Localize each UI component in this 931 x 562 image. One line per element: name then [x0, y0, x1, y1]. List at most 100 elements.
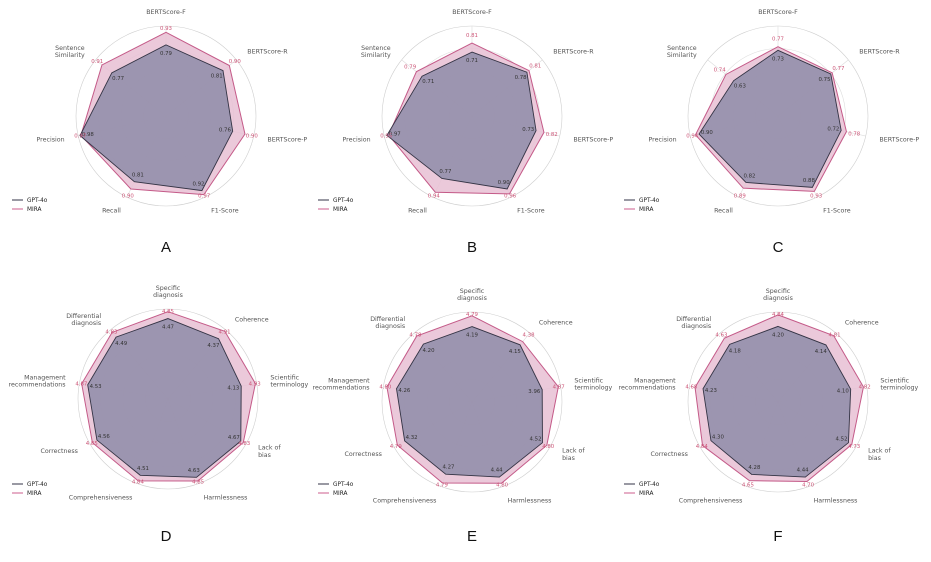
gpt4o-value-label: 0.82 [743, 173, 755, 179]
mira-value-label: 4.79 [436, 483, 449, 489]
mira-value-label: 0.89 [734, 193, 747, 199]
axis-label-correctness: Correctness [345, 451, 382, 458]
mira-value-label: 0.94 [686, 134, 699, 140]
gpt4o-value-label: 4.10 [837, 389, 850, 395]
gpt4o-value-label: 4.63 [188, 468, 200, 474]
gpt4o-value-label: 4.23 [705, 388, 717, 394]
axis-label-harmlessness: Harmlessness [204, 495, 248, 502]
gpt4o-value-label: 4.44 [491, 468, 504, 474]
axis-label-bertscore-r: BERTScore-R [553, 48, 594, 55]
radar-panel-a: BERTScore-F BERTScore-R BERTScore-P F1-Scor… [12, 9, 307, 256]
gpt4o-value-label: 4.56 [98, 434, 111, 440]
legend: GPT-4o MIRA [12, 198, 48, 213]
gpt4o-value-label: 4.47 [162, 325, 174, 331]
axis-label-harmlessness: Harmlessness [814, 498, 858, 505]
gpt4o-value-label: 4.13 [227, 385, 239, 391]
gpt4o-value-label: 4.49 [115, 341, 128, 347]
gpt4o-value-label: 0.76 [219, 127, 232, 133]
axis-label-recall: Recall [714, 208, 733, 215]
axis-label-management-recommendations: Management recommendations [9, 375, 67, 389]
legend: GPT-4o MIRA [318, 198, 354, 213]
axis-label-bertscore-p: BERTScore-P [573, 136, 613, 143]
gpt4o-value-label: 0.77 [439, 169, 451, 175]
panel-letter: B [467, 239, 477, 256]
axis-label-lack-of-bias: Lack of bias [258, 445, 281, 459]
axis-label-bertscore-p: BERTScore-P [879, 136, 919, 143]
mira-value-label: 0.97 [198, 193, 210, 199]
mira-value-label: 4.80 [379, 385, 392, 391]
mira-value-label: 0.81 [466, 33, 478, 39]
axis-label-comprehensiveness: Comprehensiveness [69, 495, 133, 502]
mira-value-label: 0.90 [229, 59, 242, 65]
radar-panel-e: Specific diagnosis Coherence Scientific term… [313, 288, 613, 545]
gpt4o-value-label: 4.27 [442, 465, 454, 471]
mira-value-label: 4.68 [685, 385, 698, 391]
mira-value-label: 4.93 [249, 382, 261, 388]
panel-letter: E [467, 528, 477, 545]
legend-label-mira: MIRA [333, 491, 348, 497]
axis-label-correctness: Correctness [651, 451, 688, 458]
mira-value-label: 0.90 [122, 193, 135, 199]
axis-label-recall: Recall [102, 208, 121, 215]
axis-label-bertscore-p: BERTScore-P [267, 136, 307, 143]
mira-value-label: 0.95 [380, 134, 392, 140]
axis-label-recall: Recall [408, 208, 427, 215]
mira-value-label: 0.77 [832, 66, 844, 72]
axis-label-harmlessness: Harmlessness [508, 498, 552, 505]
gpt4o-value-label: 0.78 [515, 75, 528, 81]
mira-value-label: 4.80 [496, 483, 509, 489]
mira-value-label: 0.79 [404, 65, 417, 71]
axis-label-management-recommendations: Management recommendations [313, 378, 371, 392]
gpt4o-value-label: 4.32 [406, 435, 418, 441]
axis-label-management-recommendations: Management recommendations [619, 378, 677, 392]
legend: GPT-4o MIRA [624, 482, 660, 497]
gpt4o-value-label: 4.14 [815, 349, 828, 355]
gpt4o-value-label: 4.51 [137, 466, 149, 472]
mira-value-label: 0.90 [246, 134, 259, 140]
gpt4o-value-label: 4.52 [530, 437, 542, 443]
gpt4o-value-label: 4.15 [509, 349, 521, 355]
axis-label-specific-diagnosis: Specific diagnosis [763, 288, 793, 302]
gpt4o-value-label: 4.52 [836, 437, 848, 443]
gpt4o-value-label: 0.81 [211, 74, 223, 80]
mira-value-label: 4.83 [105, 330, 117, 336]
series-gpt4o-area [87, 318, 242, 478]
mira-value-label: 4.79 [390, 444, 403, 450]
panel-letter: A [161, 239, 171, 256]
legend-label-gpt-4o: GPT-4o [333, 482, 354, 488]
gpt4o-value-label: 0.77 [112, 76, 124, 82]
axis-label-lack-of-bias: Lack of bias [868, 448, 891, 462]
gpt4o-value-label: 4.19 [466, 333, 479, 339]
axis-label-scientific-terminology: Scientific terminology [880, 378, 918, 392]
series-gpt4o-area [698, 49, 842, 188]
axis-label-f1-score: F1-Score [517, 208, 545, 215]
legend-label-mira: MIRA [639, 207, 654, 213]
legend: GPT-4o MIRA [318, 482, 354, 497]
axis-label-comprehensiveness: Comprehensiveness [679, 498, 743, 505]
gpt4o-value-label: 0.90 [701, 130, 714, 136]
axis-label-differential-diagnosis: Differential diagnosis [370, 316, 405, 330]
mira-value-label: 0.96 [504, 193, 517, 199]
axis-label-coherence: Coherence [539, 320, 573, 327]
gpt4o-value-label: 4.30 [712, 435, 725, 441]
gpt4o-value-label: 0.73 [772, 56, 784, 62]
axis-label-bertscore-f: BERTScore-F [758, 9, 798, 16]
legend: GPT-4o MIRA [12, 482, 48, 497]
mira-value-label: 4.85 [162, 309, 174, 315]
mira-value-label: 4.80 [542, 444, 555, 450]
axis-label-coherence: Coherence [235, 317, 269, 324]
axis-label-lack-of-bias: Lack of bias [562, 448, 585, 462]
axis-label-comprehensiveness: Comprehensiveness [373, 498, 437, 505]
mira-value-label: 4.82 [859, 385, 871, 391]
gpt4o-value-label: 4.18 [729, 348, 742, 354]
mira-value-label: 4.84 [696, 444, 709, 450]
mira-value-label: 4.38 [523, 333, 536, 339]
mira-value-label: 4.85 [86, 441, 98, 447]
gpt4o-value-label: 0.71 [422, 79, 434, 85]
gpt4o-value-label: 0.98 [82, 132, 95, 138]
mira-value-label: 0.93 [160, 26, 172, 32]
axis-label-coherence: Coherence [845, 320, 879, 327]
gpt4o-value-label: 0.81 [132, 172, 144, 178]
mira-value-label: 0.77 [772, 37, 784, 43]
